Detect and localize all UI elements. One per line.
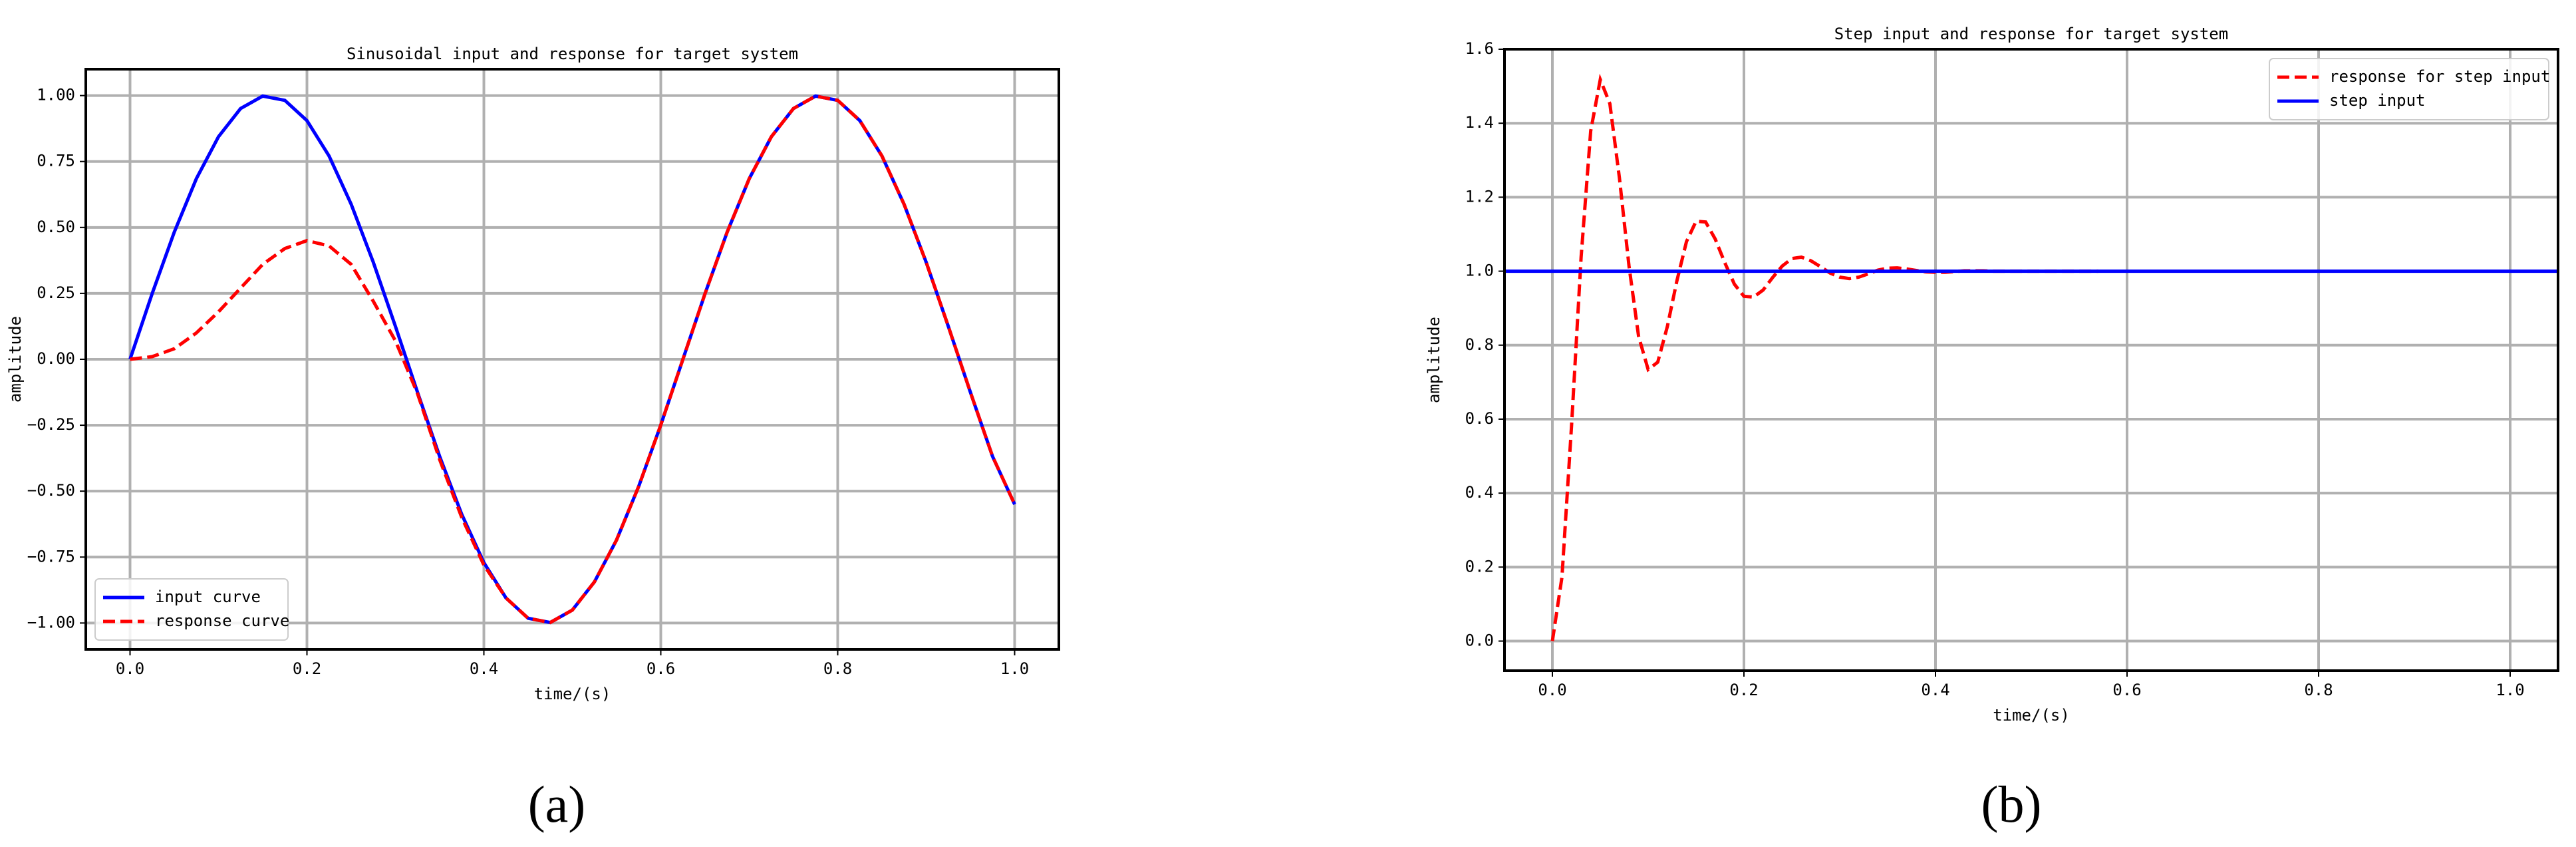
legend-box <box>2269 58 2549 120</box>
x-tick-label: 0.8 <box>2304 681 2333 699</box>
y-tick-label: 0.75 <box>37 152 75 170</box>
x-tick-label: 0.4 <box>1921 681 1949 699</box>
chart-title: Sinusoidal input and response for target… <box>347 45 798 63</box>
y-tick-label: 0.4 <box>1465 483 1494 502</box>
y-tick-label: 0.8 <box>1465 335 1494 354</box>
y-tick-label: 0.0 <box>1465 631 1494 650</box>
y-tick-label: 0.25 <box>37 283 75 302</box>
x-axis-label: time/(s) <box>1993 706 2070 725</box>
x-tick-label: 0.2 <box>1729 681 1758 699</box>
y-tick-label: 1.0 <box>1465 261 1494 280</box>
plot-frame <box>1503 48 2559 672</box>
series-line <box>1550 73 2098 641</box>
chart-title: Step input and response for target syste… <box>1834 25 2228 43</box>
x-tick-label: 1.0 <box>2496 681 2524 699</box>
legend-label: input curve <box>155 588 261 606</box>
x-tick-label: 0.8 <box>823 659 852 678</box>
x-axis-label: time/(s) <box>534 685 611 703</box>
legend-label: response for step input <box>2329 67 2550 86</box>
y-tick-label: −0.25 <box>27 415 75 434</box>
y-tick-label: 0.2 <box>1465 557 1494 576</box>
x-tick-label: 0.0 <box>1538 681 1566 699</box>
x-tick-label: 0.2 <box>293 659 321 678</box>
y-tick-label: 1.6 <box>1465 39 1494 58</box>
x-tick-label: 1.0 <box>1000 659 1029 678</box>
x-tick-label: 0.6 <box>2112 681 2141 699</box>
legend-label: step input <box>2329 91 2426 110</box>
y-tick-label: 0.00 <box>37 349 75 368</box>
plot-frame <box>84 68 1060 651</box>
x-tick-label: 0.0 <box>116 659 144 678</box>
y-axis-label: amplitude <box>1425 317 1443 403</box>
series-line <box>130 94 1016 625</box>
y-tick-label: 0.6 <box>1465 409 1494 428</box>
legend-box <box>94 578 289 641</box>
caption: (b) <box>1981 775 2042 833</box>
caption: (a) <box>528 775 586 833</box>
y-tick-label: −0.75 <box>27 547 75 566</box>
y-tick-label: −0.50 <box>27 481 75 500</box>
y-tick-label: 1.2 <box>1465 187 1494 206</box>
legend-label: response curve <box>155 611 289 630</box>
y-axis-label: amplitude <box>6 316 25 403</box>
x-tick-label: 0.4 <box>470 659 498 678</box>
y-tick-label: 1.00 <box>37 86 75 104</box>
y-tick-label: −1.00 <box>27 613 75 631</box>
x-tick-label: 0.6 <box>646 659 675 678</box>
y-tick-label: 0.50 <box>37 218 75 236</box>
y-tick-label: 1.4 <box>1465 113 1494 132</box>
